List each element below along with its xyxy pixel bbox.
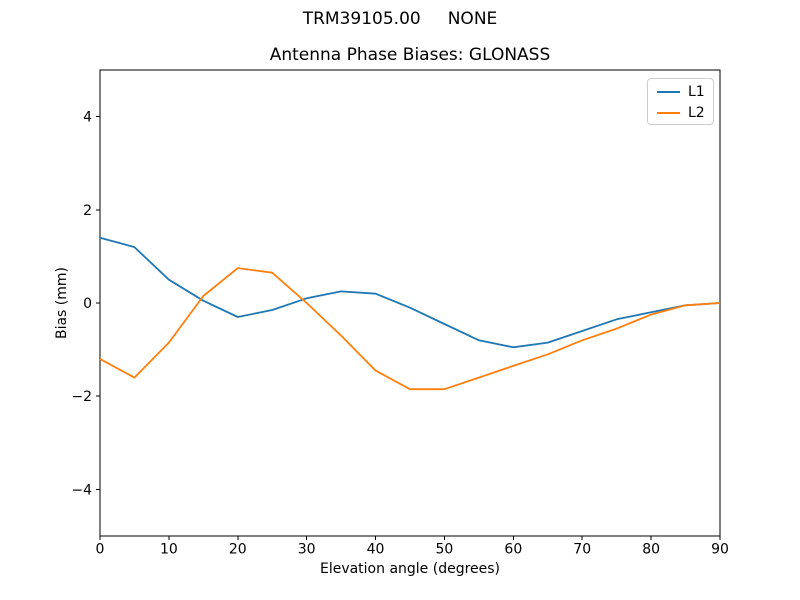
legend-item-l2: L2 xyxy=(657,102,713,123)
axes-spines xyxy=(99,69,721,537)
legend-item-l1: L1 xyxy=(657,81,713,102)
legend-label-l2: L2 xyxy=(688,104,705,121)
l1-line-swatch xyxy=(657,90,680,93)
y-tick-label: −4 xyxy=(71,482,92,498)
y-tick-label: 4 xyxy=(83,110,92,126)
x-tick-label: 0 xyxy=(96,542,105,558)
series-line-l1 xyxy=(99,236,721,349)
x-tick-label: 70 xyxy=(573,542,591,558)
x-tick-label: 90 xyxy=(711,542,729,558)
y-axis-label: Bias (mm) xyxy=(54,266,70,340)
x-tick-label: 50 xyxy=(436,542,454,558)
x-tick-label: 30 xyxy=(298,542,316,558)
axes-title: Antenna Phase Biases: GLONASS xyxy=(269,45,551,65)
x-tick-label: 80 xyxy=(642,542,660,558)
x-axis-label: Elevation angle (degrees) xyxy=(319,561,501,577)
y-tick-label: −2 xyxy=(71,389,92,405)
x-tick-label: 60 xyxy=(504,542,522,558)
x-tick-label: 20 xyxy=(229,542,247,558)
figure-suptitle: TRM39105.00 NONE xyxy=(302,9,498,29)
x-tick-label: 40 xyxy=(367,542,385,558)
y-tick-label: 2 xyxy=(83,203,92,219)
legend-label-l1: L1 xyxy=(688,83,705,100)
y-tick-label: 0 xyxy=(83,296,92,312)
x-tick-label: 10 xyxy=(160,542,178,558)
series-line-l2 xyxy=(99,267,721,391)
legend: L1 L2 xyxy=(647,78,714,125)
l2-line-swatch xyxy=(657,111,680,114)
